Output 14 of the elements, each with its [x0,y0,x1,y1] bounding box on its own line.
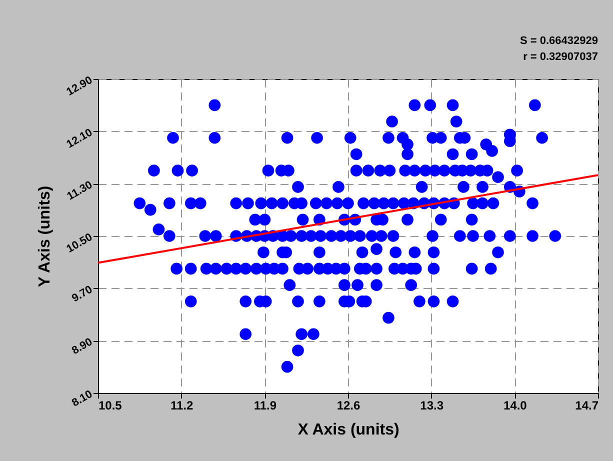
y-tick-label: 8.90 [70,336,94,358]
text: r = 0.32907037 [523,51,598,63]
x-tick-label: 13.3 [420,398,444,412]
y-tick-label: 8.10 [70,388,94,410]
x-tick-label: 14.0 [503,398,528,412]
x-tick-label: 14.7 [575,398,599,412]
text: S = 0.66432929 [520,35,598,47]
x-tick-label: 11.9 [254,398,277,412]
x-tick-label: 11.2 [170,398,194,412]
x-tick-label: 12.6 [336,398,360,412]
x-axis-title: X Axis (units) [298,422,400,438]
y-axis-title: Y Axis (units) [36,186,54,288]
y-tick-label: 9.70 [70,284,94,305]
x-tick-label: 10.5 [98,398,122,412]
